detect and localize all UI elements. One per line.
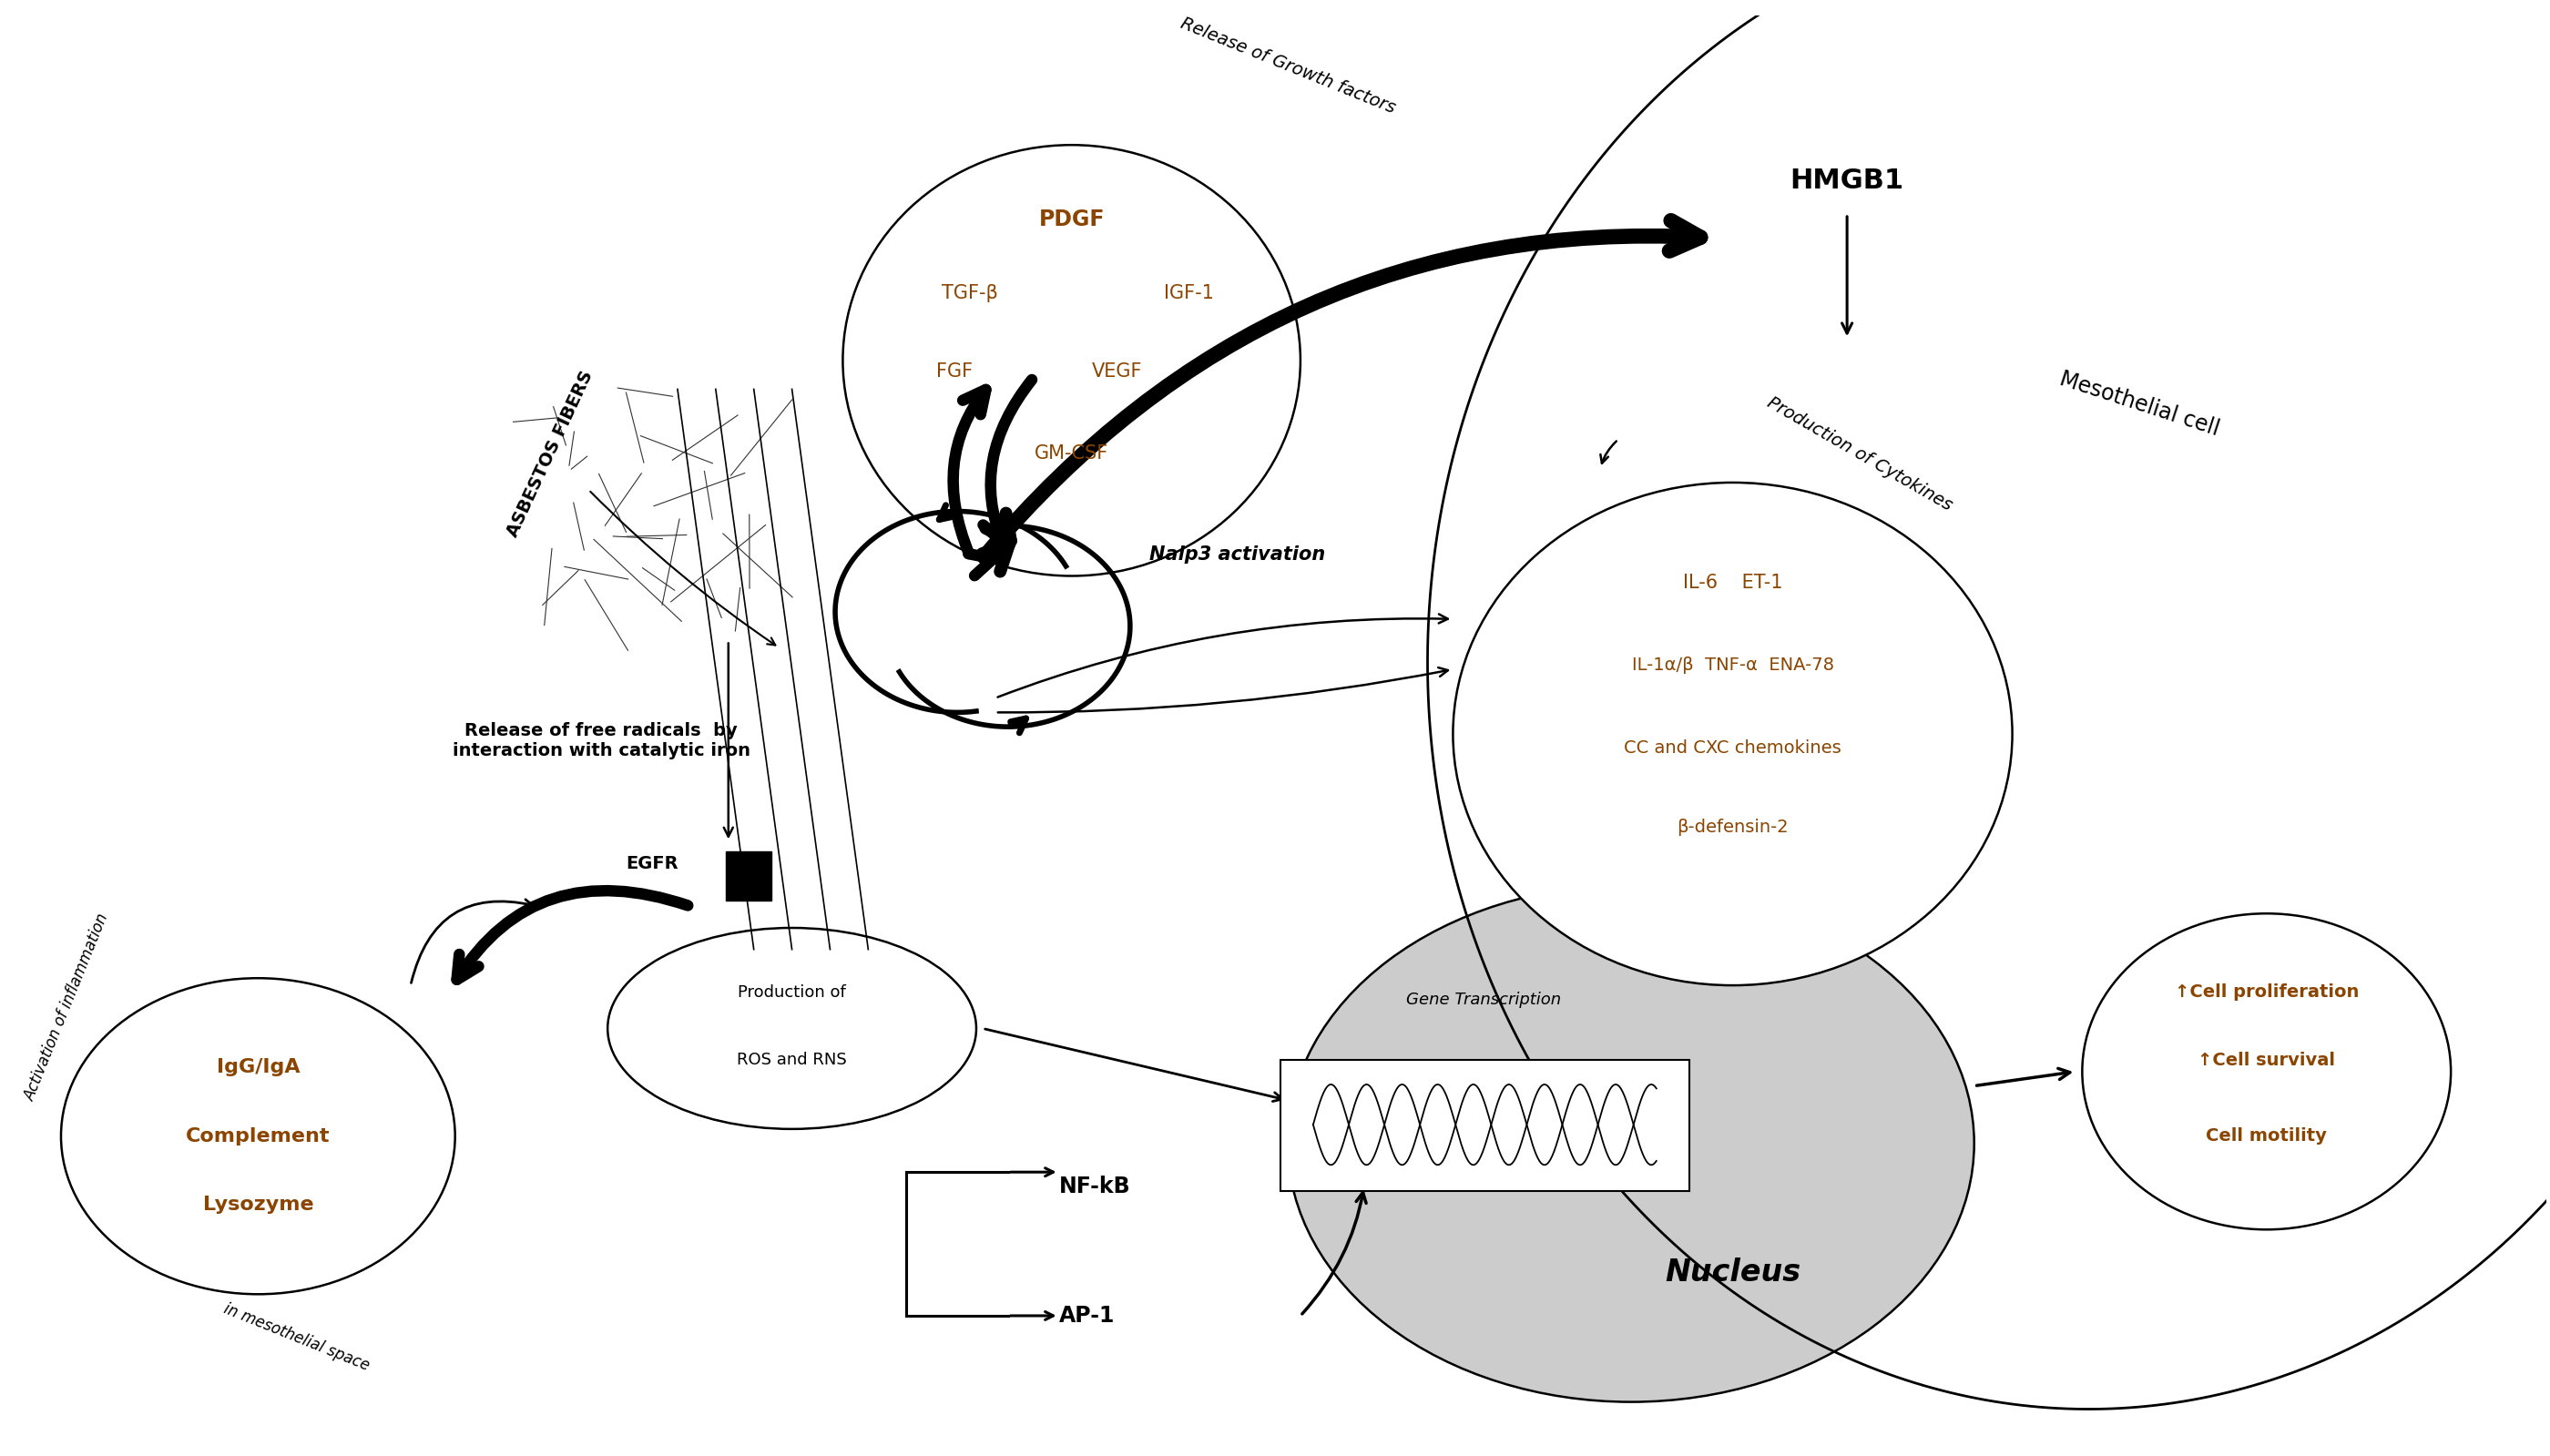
Text: GM-CSF: GM-CSF — [1035, 444, 1109, 463]
Text: β-defensin-2: β-defensin-2 — [1678, 818, 1788, 836]
Text: Cell motility: Cell motility — [2206, 1127, 2328, 1144]
Text: CC and CXC chemokines: CC and CXC chemokines — [1624, 740, 1841, 757]
Text: Release of Growth factors: Release of Growth factors — [1178, 15, 1397, 116]
Text: ↑Cell survival: ↑Cell survival — [2198, 1051, 2336, 1069]
Text: HMGB1: HMGB1 — [1790, 167, 1905, 194]
Ellipse shape — [844, 146, 1300, 577]
Text: PDGF: PDGF — [1038, 208, 1104, 230]
Text: Nucleus: Nucleus — [1665, 1258, 1800, 1287]
Text: AP-1: AP-1 — [1058, 1305, 1114, 1326]
Text: Production of Cytokines: Production of Cytokines — [1765, 393, 1956, 514]
Text: Nalp3 activation: Nalp3 activation — [1150, 546, 1326, 563]
Text: Lysozyme: Lysozyme — [201, 1195, 314, 1214]
Ellipse shape — [1288, 885, 1974, 1402]
Text: Gene Transcription: Gene Transcription — [1405, 992, 1561, 1008]
Text: Production of: Production of — [737, 984, 847, 1000]
Ellipse shape — [2083, 913, 2451, 1229]
Text: Complement: Complement — [186, 1127, 329, 1146]
FancyBboxPatch shape — [727, 852, 773, 901]
Text: IL-6    ET-1: IL-6 ET-1 — [1683, 574, 1782, 593]
Text: VEGF: VEGF — [1091, 363, 1142, 381]
Text: IL-1α/β  TNF-α  ENA-78: IL-1α/β TNF-α ENA-78 — [1632, 657, 1833, 674]
Text: Mesothelial cell: Mesothelial cell — [2058, 367, 2221, 440]
Text: FGF: FGF — [936, 363, 974, 381]
Text: Release of free radicals  by
interaction with catalytic iron: Release of free radicals by interaction … — [451, 722, 750, 760]
Text: ROS and RNS: ROS and RNS — [737, 1051, 847, 1069]
Text: in mesothelial space: in mesothelial space — [222, 1300, 372, 1374]
Text: Activation of inflammation: Activation of inflammation — [23, 911, 112, 1104]
Text: EGFR: EGFR — [625, 855, 678, 872]
Text: ASBESTOS FIBERS: ASBESTOS FIBERS — [505, 368, 597, 540]
FancyBboxPatch shape — [1280, 1060, 1691, 1191]
Text: NF-kB: NF-kB — [1058, 1175, 1130, 1197]
Ellipse shape — [1453, 482, 2012, 986]
Text: ↑Cell proliferation: ↑Cell proliferation — [2175, 984, 2359, 1002]
Text: IgG/IgA: IgG/IgA — [217, 1059, 301, 1076]
Text: TGF-β: TGF-β — [941, 284, 997, 301]
Text: IGF-1: IGF-1 — [1163, 284, 1214, 301]
Ellipse shape — [61, 978, 454, 1294]
Ellipse shape — [607, 927, 977, 1128]
